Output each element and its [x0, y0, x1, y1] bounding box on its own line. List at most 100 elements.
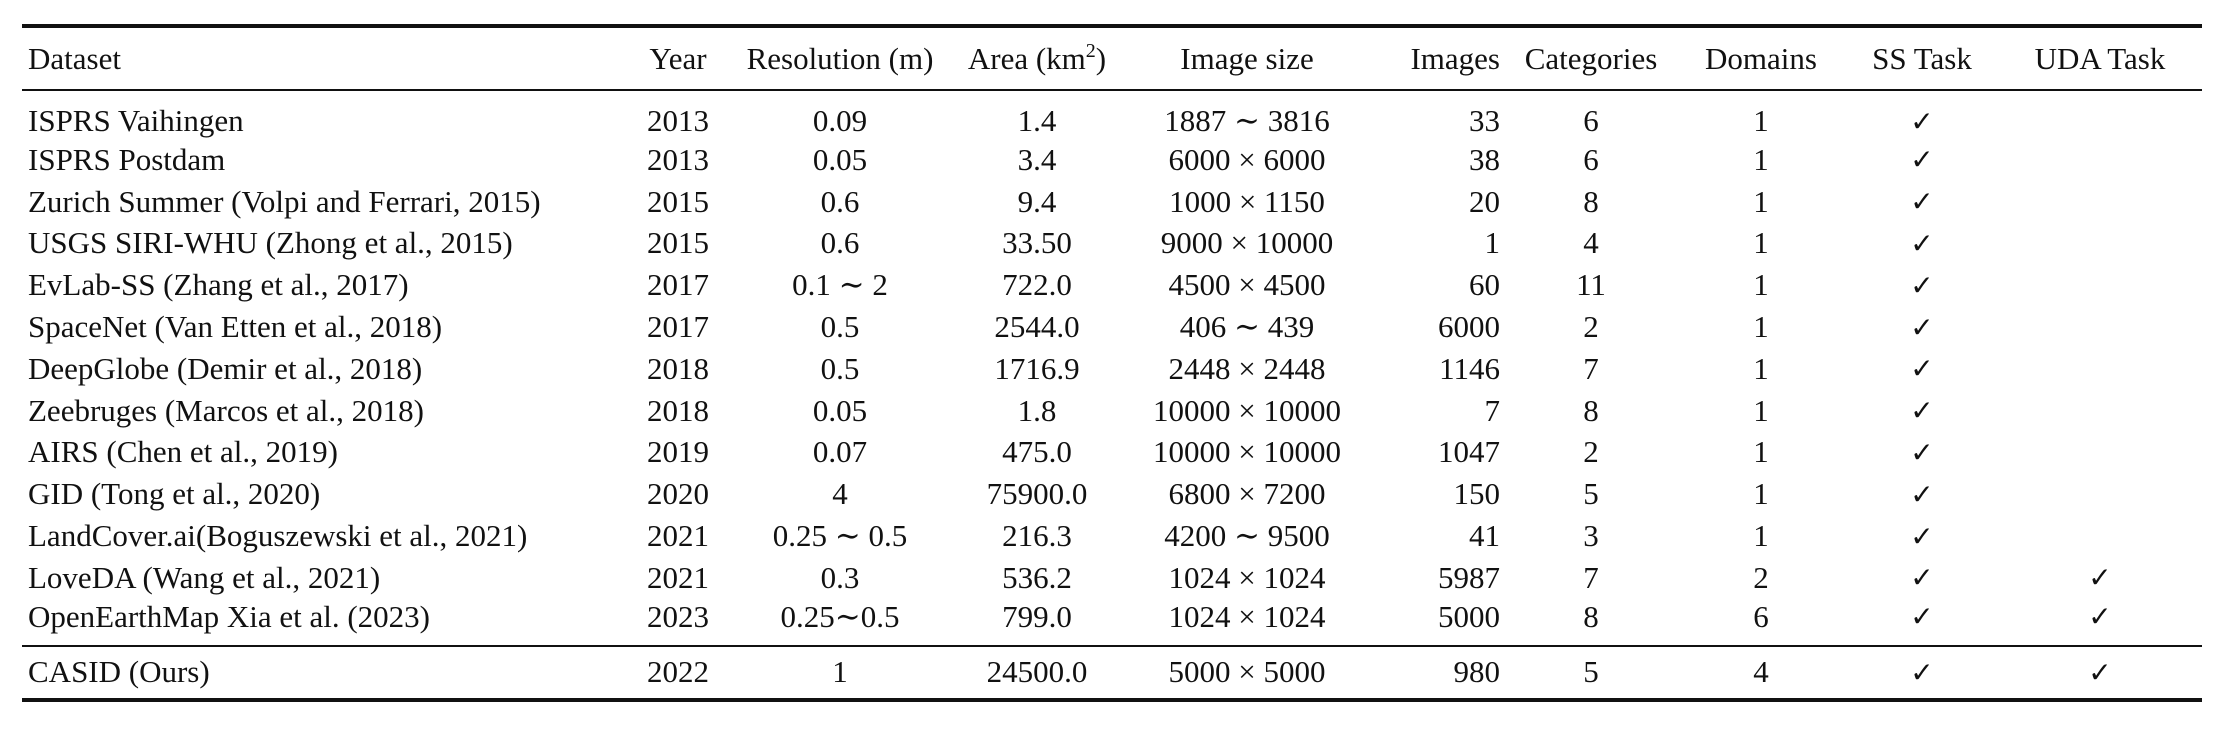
cell-resolution: 0.5: [820, 350, 860, 386]
cell-ss-task: ✓: [1910, 185, 1934, 219]
cell-dataset: Zurich Summer (Volpi and Ferrari, 2015): [28, 183, 541, 219]
cell-domains: 1: [1753, 183, 1769, 219]
cell-area: 216.3: [1002, 518, 1072, 554]
cell-resolution: 0.05: [812, 392, 868, 428]
cell-images: 33: [1469, 103, 1500, 138]
cell-area: 1716.9: [994, 350, 1080, 386]
cell-dataset: DeepGlobe (Demir et al., 2018): [28, 350, 423, 386]
cell-dataset: GID (Tong et al., 2020): [28, 476, 321, 512]
header-row: Dataset Year Resolution (m) Area (km2) I…: [22, 24, 2202, 91]
cell-uda-task: ✓: [2088, 600, 2112, 634]
cell-dataset: LoveDA (Wang et al., 2021): [28, 559, 381, 595]
cell-uda-task: ✓: [2088, 561, 2112, 595]
cell-categories: 8: [1583, 598, 1599, 634]
cell-resolution: 0.25∼0.5: [780, 598, 900, 634]
table-row: ISPRS Postdam 2013 0.05 3.4 6000 × 6000 38 6 1 ✓: [22, 139, 2202, 181]
table-row: Zurich Summer (Volpi and Ferrari, 2015) 2…: [22, 181, 2202, 223]
table-row: LandCover.ai(Boguszewski et al., 2021) 20…: [22, 515, 2202, 557]
cell-images: 6000: [1438, 309, 1500, 345]
cell-year: 2015: [647, 225, 709, 261]
cell-ss-task: ✓: [1910, 519, 1934, 553]
cell-area: 9.4: [1017, 183, 1057, 219]
cell-ss-task: ✓: [1910, 477, 1934, 511]
cell-year: 2021: [647, 518, 709, 554]
cell-images: 150: [1453, 476, 1501, 512]
cell-dataset: ISPRS Postdam: [28, 141, 226, 177]
cell-uda-task: [1998, 432, 2202, 474]
cell-ss-task: ✓: [1910, 561, 1934, 595]
table-row: GID (Tong et al., 2020) 2020 4 75900.0 6800 …: [22, 473, 2202, 515]
cell-year: 2023: [647, 598, 709, 634]
cell-images: 38: [1469, 141, 1500, 177]
cell-resolution: 0.6: [820, 225, 860, 261]
cell-domains: 1: [1753, 225, 1769, 261]
cell-resolution: 0.1 ∼ 2: [792, 267, 888, 303]
cell-area: 1.8: [1017, 392, 1057, 428]
cell-categories: 3: [1583, 518, 1599, 554]
cell-images: 1: [1484, 225, 1501, 261]
cell-image-size: 4200 ∼ 9500: [1164, 518, 1330, 554]
cell-year: 2022: [632, 644, 724, 702]
cell-dataset: OpenEarthMap Xia et al. (2023): [28, 598, 431, 634]
cell-categories: 6: [1583, 103, 1599, 138]
header-resolution: Resolution (m): [724, 24, 956, 91]
cell-resolution: 1: [724, 644, 956, 702]
cell-year: 2015: [647, 183, 709, 219]
cell-domains: 1: [1753, 350, 1769, 386]
table-row: ISPRS Vaihingen 2013 0.09 1.4 1887 ∼ 3816 33 6…: [22, 90, 2202, 139]
cell-images: 980: [1376, 644, 1506, 702]
cell-uda-task: [1998, 223, 2202, 265]
cell-year: 2019: [647, 434, 709, 470]
cell-domains: 1: [1753, 476, 1769, 512]
header-domains: Domains: [1676, 24, 1846, 91]
cell-area: 536.2: [1002, 559, 1072, 595]
cell-year: 2017: [647, 309, 709, 345]
table-row: USGS SIRI-WHU (Zhong et al., 2015) 2015 0.…: [22, 223, 2202, 265]
cell-categories: 7: [1583, 350, 1599, 386]
cell-image-size: 4500 × 4500: [1168, 267, 1326, 303]
cell-area: 33.50: [1002, 225, 1072, 261]
cell-image-size: 10000 × 10000: [1153, 392, 1341, 428]
footer-row-casid: CASID (Ours) 2022 1 24500.0 5000 × 5000 …: [22, 644, 2202, 702]
cell-ss-task: ✓: [1910, 352, 1934, 386]
cell-categories: 7: [1583, 559, 1599, 595]
cell-image-size: 2448 × 2448: [1168, 350, 1326, 386]
cell-image-size: 5000 × 5000: [1118, 644, 1376, 702]
header-ss-task: SS Task: [1846, 24, 1998, 91]
cell-dataset: AIRS (Chen et al., 2019): [28, 434, 338, 470]
cell-categories: 6: [1583, 141, 1599, 177]
cell-area: 2544.0: [994, 309, 1080, 345]
cell-ss-task: ✓: [1910, 104, 1934, 138]
cell-uda-task: [1998, 181, 2202, 223]
cell-area: 75900.0: [986, 476, 1088, 512]
cell-categories: 11: [1576, 267, 1606, 303]
cell-domains: 6: [1753, 598, 1769, 634]
cell-year: 2013: [647, 103, 709, 138]
cell-image-size: 6000 × 6000: [1168, 141, 1326, 177]
cell-resolution: 0.3: [820, 559, 860, 595]
cell-resolution: 0.09: [812, 103, 868, 138]
header-area-superscript: 2: [1085, 39, 1096, 62]
cell-categories: 4: [1583, 225, 1599, 261]
cell-area: 3.4: [1017, 141, 1057, 177]
table-row: SpaceNet (Van Etten et al., 2018) 2017 0.5…: [22, 306, 2202, 348]
cell-dataset: ISPRS Vaihingen: [28, 103, 244, 138]
cell-domains: 1: [1753, 141, 1769, 177]
cell-domains: 1: [1753, 434, 1769, 470]
cell-dataset: USGS SIRI-WHU (Zhong et al., 2015): [28, 225, 513, 261]
cell-dataset: Zeebruges (Marcos et al., 2018): [28, 392, 424, 428]
cell-dataset: CASID (Ours): [22, 644, 632, 702]
cell-image-size: 1000 × 1150: [1169, 183, 1325, 219]
cell-uda-task: [1998, 473, 2202, 515]
comparison-table-container: Dataset Year Resolution (m) Area (km2) I…: [22, 24, 2202, 702]
cell-image-size: 406 ∼ 439: [1179, 309, 1315, 345]
cell-resolution: 0.5: [820, 309, 860, 345]
cell-image-size: 10000 × 10000: [1153, 434, 1341, 470]
cell-images: 1047: [1438, 434, 1500, 470]
cell-categories: 2: [1583, 434, 1599, 470]
header-area-close: ): [1095, 40, 1107, 76]
dataset-comparison-table: Dataset Year Resolution (m) Area (km2) I…: [22, 24, 2202, 702]
cell-resolution: 0.6: [820, 183, 860, 219]
table-body: ISPRS Vaihingen 2013 0.09 1.4 1887 ∼ 3816 33 6…: [22, 90, 2202, 646]
cell-year: 2020: [647, 476, 709, 512]
